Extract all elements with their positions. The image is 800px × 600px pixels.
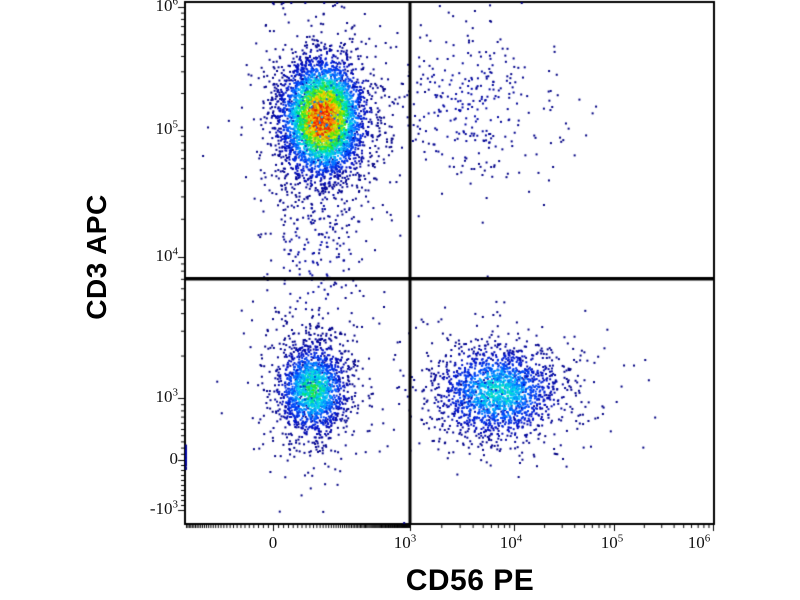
x-tick-label: 0 bbox=[268, 533, 278, 552]
y-tick-label: 105 bbox=[155, 118, 179, 138]
x-tick-label: 106 bbox=[687, 532, 711, 552]
x-tick-label: 105 bbox=[600, 532, 624, 552]
y-tick-label: 0 bbox=[169, 449, 179, 468]
y-tick-label: 104 bbox=[155, 245, 179, 265]
y-tick-label: 106 bbox=[155, 0, 179, 15]
x-tick-label: 104 bbox=[499, 532, 523, 552]
y-axis-title: CD3 APC bbox=[81, 194, 112, 320]
y-tick-label: 103 bbox=[155, 386, 179, 406]
y-tick-label: -103 bbox=[149, 498, 178, 518]
x-axis-title: CD56 PE bbox=[405, 564, 535, 597]
x-tick-label: 103 bbox=[393, 532, 417, 552]
